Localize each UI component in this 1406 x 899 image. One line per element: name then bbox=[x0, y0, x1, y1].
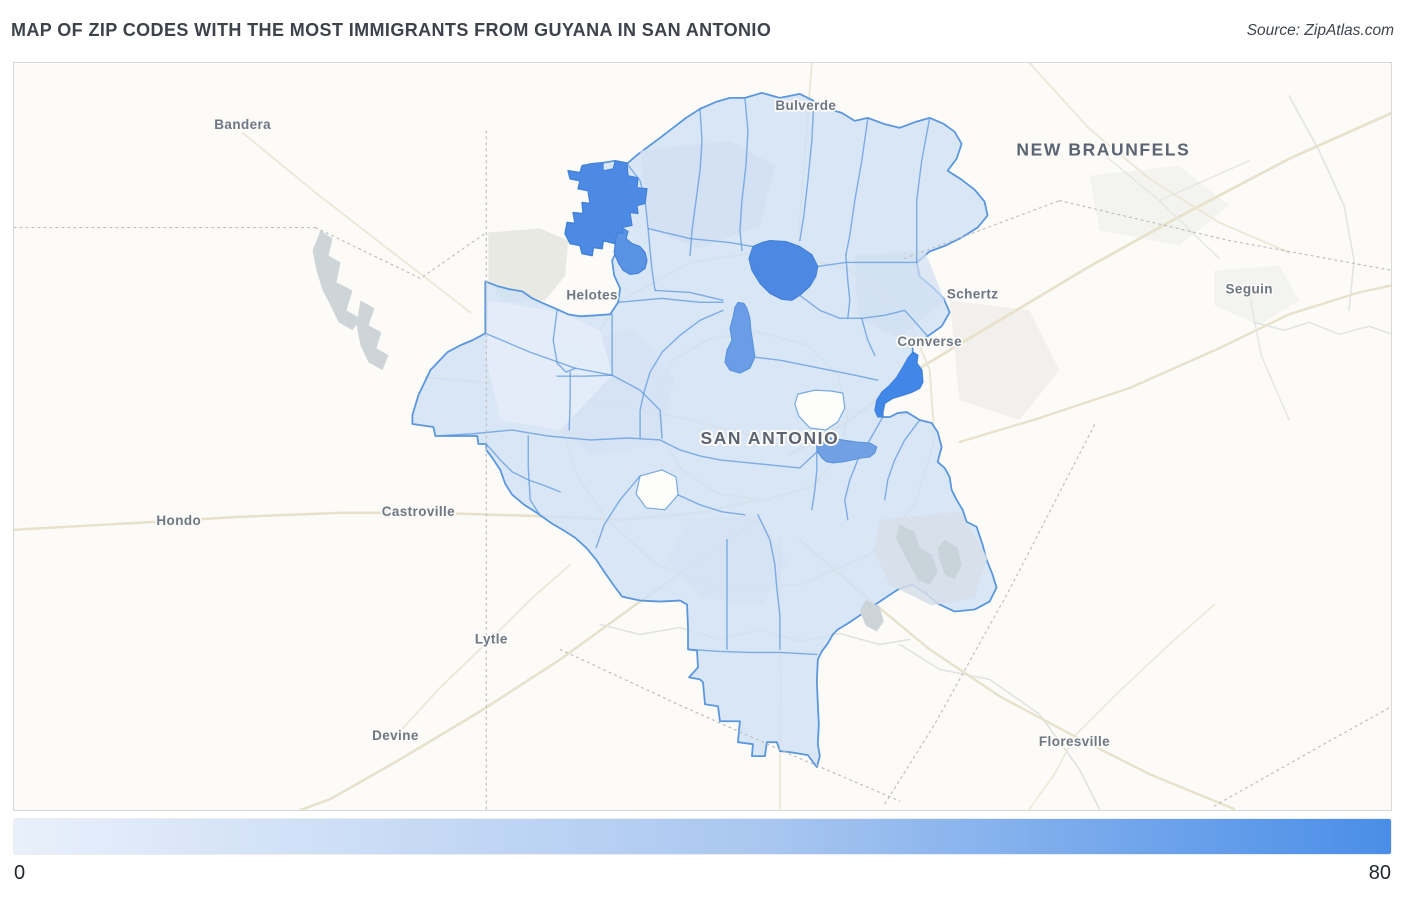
city-label-san-antonio: SAN ANTONIO bbox=[700, 428, 839, 448]
city-label-lytle: Lytle bbox=[475, 631, 508, 646]
county-line-comal-2 bbox=[1058, 200, 1391, 271]
city-label-converse: Converse bbox=[897, 334, 962, 349]
road-seguin-south bbox=[1248, 291, 1290, 421]
legend-max-label: 80 bbox=[1368, 862, 1391, 884]
city-label-bulverde: Bulverde bbox=[775, 98, 836, 113]
zip-line-31 bbox=[861, 317, 876, 356]
page-title: MAP OF ZIP CODES WITH THE MOST IMMIGRANT… bbox=[11, 20, 772, 40]
city-label-bandera: Bandera bbox=[214, 117, 271, 132]
zip-line-16 bbox=[915, 117, 931, 264]
urban-patch-schertz bbox=[949, 300, 1060, 421]
lake-calaveras-east bbox=[937, 539, 962, 580]
zip-line-9 bbox=[527, 435, 541, 517]
zip-highlight-east-central bbox=[816, 437, 878, 464]
river-cibolo bbox=[1288, 95, 1355, 312]
zip-line-29 bbox=[845, 254, 851, 320]
zip-highlight-north-central bbox=[748, 240, 819, 301]
zip-line-13 bbox=[739, 97, 749, 252]
zip-line-5 bbox=[434, 429, 661, 441]
zip-highlight-northwest-small bbox=[613, 227, 648, 275]
zip-line-23 bbox=[659, 439, 818, 469]
header: MAP OF ZIP CODES WITH THE MOST IMMIGRANT… bbox=[0, 0, 1406, 60]
zip-line-28 bbox=[689, 648, 818, 656]
zip-line-1 bbox=[484, 332, 613, 376]
zip-line-30 bbox=[844, 416, 884, 521]
river-san-antonio bbox=[898, 643, 1101, 810]
map-canvas[interactable]: Bandera Bulverde NEW BRAUNFELS Helotes Scher… bbox=[13, 62, 1392, 811]
road-floresville-cross bbox=[1073, 603, 1216, 737]
road-floresville-south bbox=[1028, 735, 1076, 810]
legend-labels: 0 80 bbox=[13, 860, 1392, 890]
zip-highlight-converse bbox=[874, 351, 924, 418]
lake-medina-arm bbox=[356, 300, 389, 371]
zip-highlight-northwest bbox=[564, 160, 648, 256]
zip-line-6 bbox=[568, 371, 571, 431]
zip-highlight-central-elongated bbox=[724, 301, 756, 374]
legend-gradient-bar bbox=[13, 818, 1392, 855]
zip-hole-west bbox=[635, 469, 679, 511]
county-line-atascosa bbox=[559, 648, 901, 802]
urban-patch-seguin bbox=[1214, 265, 1300, 326]
map-svg: Bandera Bulverde NEW BRAUNFELS Helotes Scher… bbox=[14, 63, 1391, 810]
zip-line-33 bbox=[811, 444, 818, 511]
road-nb-northwest bbox=[1028, 63, 1291, 254]
city-label-seguin: Seguin bbox=[1226, 281, 1273, 296]
road-devine bbox=[394, 563, 572, 738]
zip-line-15 bbox=[845, 118, 869, 257]
zip-tint-south bbox=[668, 514, 788, 605]
road-bandera bbox=[241, 131, 472, 314]
city-label-schertz: Schertz bbox=[947, 286, 998, 301]
zip-line-26 bbox=[757, 514, 781, 651]
zip-line-21 bbox=[639, 309, 724, 439]
urban-patch-new-braunfels bbox=[1089, 165, 1230, 246]
river-guadalupe bbox=[1253, 321, 1391, 336]
road-nb-local-2 bbox=[1158, 160, 1250, 202]
county-line-southeast bbox=[1213, 706, 1391, 807]
county-line-west-diagonal bbox=[314, 226, 487, 280]
legend-min-label: 0 bbox=[14, 862, 26, 884]
city-label-castroville: Castroville bbox=[382, 504, 455, 519]
source-attribution: Source: ZipAtlas.com bbox=[1246, 22, 1394, 39]
zip-line-4 bbox=[556, 374, 613, 377]
zip-line-17 bbox=[647, 227, 754, 248]
city-label-devine: Devine bbox=[372, 728, 419, 743]
zip-line-22 bbox=[754, 356, 879, 381]
road-seguin-east bbox=[958, 284, 1391, 444]
lake-calaveras bbox=[895, 524, 938, 585]
zip-hole-north-of-downtown bbox=[794, 389, 846, 431]
park-government-canyon bbox=[488, 228, 569, 303]
zip-line-32 bbox=[884, 419, 921, 501]
county-line-comal-1 bbox=[904, 200, 1061, 260]
zip-tint-westlight bbox=[486, 300, 613, 431]
city-label-new-braunfels: NEW BRAUNFELS bbox=[1016, 140, 1190, 160]
zip-line-24 bbox=[595, 475, 641, 549]
zip-line-7 bbox=[611, 374, 663, 439]
zip-line-19 bbox=[817, 261, 918, 268]
city-label-helotes: Helotes bbox=[566, 287, 617, 302]
zip-line-14 bbox=[799, 100, 815, 242]
zip-line-2 bbox=[552, 308, 576, 373]
zip-line-12 bbox=[689, 108, 703, 257]
city-label-floresville: Floresville bbox=[1039, 734, 1110, 749]
lake-medina bbox=[312, 230, 361, 331]
zip-line-8 bbox=[485, 443, 561, 493]
lake-braunig bbox=[859, 599, 884, 632]
zip-line-10 bbox=[617, 297, 724, 304]
zip-line-25 bbox=[677, 494, 746, 516]
zip-line-18 bbox=[654, 289, 724, 302]
city-label-hondo: Hondo bbox=[156, 513, 201, 528]
